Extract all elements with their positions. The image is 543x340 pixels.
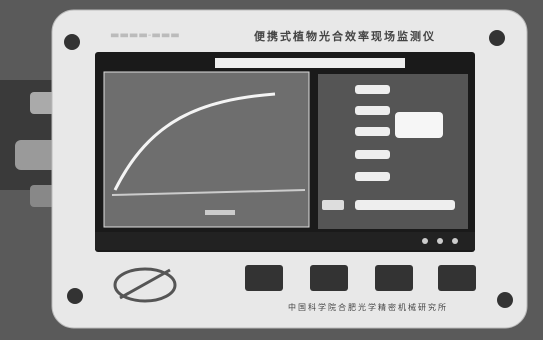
field (322, 200, 344, 210)
screw (64, 34, 80, 50)
status-bar (215, 58, 405, 68)
screw (497, 292, 513, 308)
button[interactable] (375, 265, 413, 291)
field (355, 200, 455, 210)
field (355, 106, 390, 115)
screw (67, 288, 83, 304)
plot-area (104, 72, 309, 227)
button[interactable] (245, 265, 283, 291)
nav-icon (422, 238, 428, 244)
result-box (395, 112, 443, 138)
device-title: 便携式植物光合效率现场监测仪 (254, 29, 436, 43)
button[interactable] (438, 265, 476, 291)
field (355, 150, 390, 159)
button[interactable] (310, 265, 348, 291)
maker: 中国科学院合肥光学精密机械研究所 (288, 302, 448, 312)
page: ▬▬▬▬-▬▬▬ 便携式植物光合效率现场监测仪 中国科学院合肥光学精密机械研究所… (0, 0, 543, 340)
nav-bar (95, 232, 475, 250)
field (355, 85, 390, 94)
plot-label (205, 210, 235, 215)
nav-icon (437, 238, 443, 244)
field (355, 127, 390, 136)
model-logo: ▬▬▬▬-▬▬▬ (110, 30, 180, 41)
field (355, 172, 390, 181)
nav-icon (452, 238, 458, 244)
photo: ▬▬▬▬-▬▬▬ 便携式植物光合效率现场监测仪 中国科学院合肥光学精密机械研究所 (0, 0, 543, 340)
screw (489, 30, 505, 46)
